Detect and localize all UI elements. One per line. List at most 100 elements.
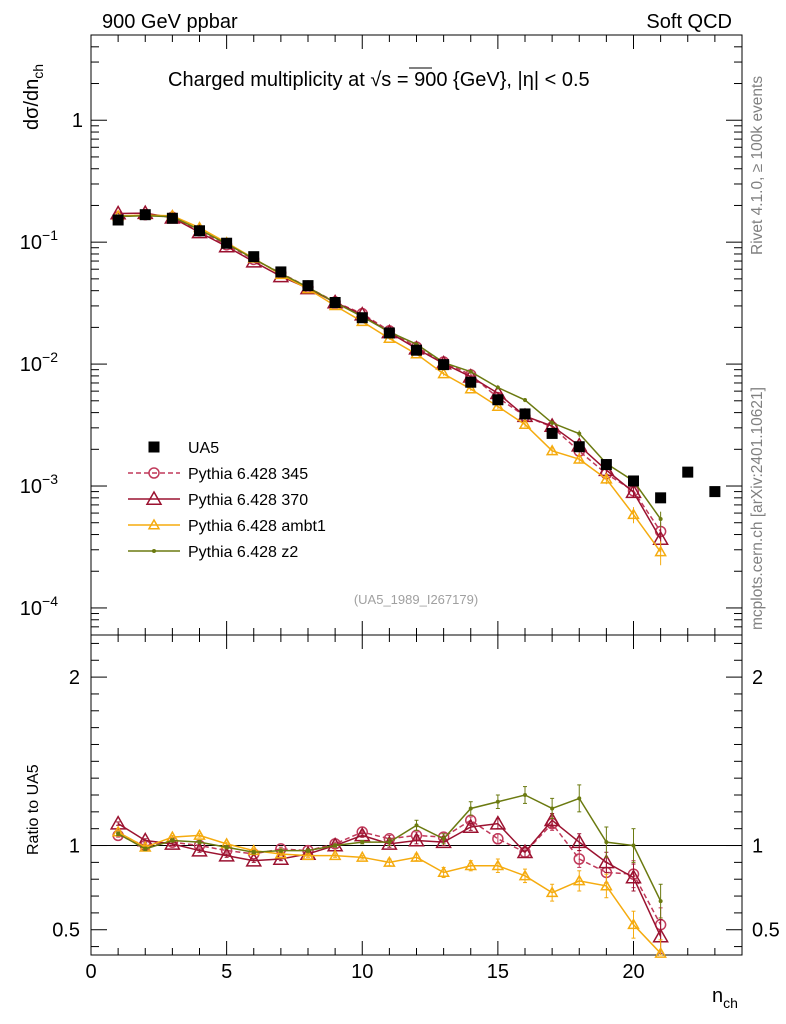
data-point: [383, 327, 395, 339]
ratio-point: [572, 874, 586, 886]
data-point: [248, 251, 260, 263]
series-point: [468, 369, 473, 374]
legend-marker: [148, 467, 160, 479]
y-tick-label: 10−1: [20, 227, 58, 254]
ratio-point: [197, 840, 202, 845]
ratio-point: [523, 793, 527, 797]
y-axis-label: dσ/dnch: [21, 64, 46, 130]
y-tick-label: 10−4: [20, 593, 58, 620]
legend-marker: [147, 518, 161, 530]
legend-marker: [145, 490, 163, 505]
data-point: [302, 280, 314, 292]
data-point: [628, 475, 639, 487]
ratio-tick-label-left: 2: [69, 667, 80, 689]
ratio-point: [143, 846, 148, 851]
chart-title: Charged multiplicity at √s = 900 {GeV}, …: [168, 69, 590, 91]
data-point: [275, 266, 287, 278]
data-point: [329, 296, 341, 308]
ratio-point: [577, 796, 582, 801]
ratio-point: [224, 845, 229, 850]
ratio-point: [464, 859, 478, 871]
x-tick-label: 15: [487, 961, 509, 983]
data-points: [112, 209, 721, 504]
series-point: [600, 472, 613, 484]
ratio-point: [492, 833, 504, 845]
x-tick-label: 0: [85, 961, 96, 983]
ratio-tick-label-right: 0.5: [752, 920, 780, 942]
ratio-point: [489, 815, 507, 830]
ratio-point: [278, 848, 283, 853]
mc-lines-main: [109, 204, 669, 566]
ratio-point: [627, 918, 640, 930]
legend-label: Pythia 6.428 345: [188, 466, 308, 483]
ratio-point: [306, 848, 310, 853]
header-right: Soft QCD: [646, 11, 732, 33]
legend-marker-ua5: [148, 441, 160, 453]
series-point: [625, 483, 642, 499]
ratio-tick-label-right: 2: [752, 667, 763, 689]
series-point: [464, 382, 478, 394]
ratio-point: [543, 811, 561, 827]
legend-label: Pythia 6.428 z2: [188, 544, 298, 561]
rivet-version-label: Rivet 4.1.0, ≥ 100k events: [749, 76, 766, 255]
x-axis-label: nch: [712, 985, 738, 1011]
ratio-point: [381, 835, 398, 850]
legend-marker: [152, 549, 156, 553]
ratio-point: [462, 818, 480, 833]
series-point: [495, 385, 500, 390]
ratio-point: [193, 828, 206, 840]
ratio-point: [274, 847, 288, 859]
ratio-tick-label-left: 1: [69, 836, 80, 858]
data-point: [573, 441, 585, 453]
chart-title-suffix: = 900 {GeV}, |η| < 0.5: [391, 69, 589, 91]
ratio-point: [410, 850, 423, 862]
ratio-point: [598, 853, 615, 869]
x-tick-label: 10: [351, 961, 373, 983]
data-point: [546, 427, 558, 439]
ratio-tick-label-left: 0.5: [52, 920, 80, 942]
ratio-point: [164, 835, 181, 850]
series-point: [627, 508, 640, 520]
ratio-point: [170, 838, 175, 843]
legend-label: Pythia 6.428 ambt1: [188, 518, 326, 535]
ratio-point: [414, 823, 419, 828]
data-point: [682, 466, 694, 478]
mcplots-label: mcplots.cern.ch [arXiv:2401.10621]: [749, 387, 766, 630]
ratio-point: [658, 899, 663, 904]
legend-label: Pythia 6.428 370: [188, 492, 308, 509]
series-point: [523, 398, 527, 403]
data-point: [709, 486, 721, 498]
ratio-point: [437, 865, 450, 877]
series-point: [658, 517, 663, 522]
series-point: [572, 452, 586, 464]
data-point: [166, 212, 178, 224]
chart-title-sqrt: √s: [370, 69, 391, 91]
x-tick-label: 5: [221, 961, 232, 983]
ratio-point: [495, 799, 500, 804]
ratio-point: [355, 850, 369, 862]
ratio-point: [191, 842, 208, 857]
chart-title-prefix: Charged multiplicity at: [168, 69, 370, 91]
series-line-main: [118, 213, 662, 532]
ratio-point: [631, 843, 636, 848]
ratio-point: [468, 806, 473, 811]
ratio-point: [654, 946, 667, 958]
data-point: [356, 312, 368, 324]
ratio-point: [360, 840, 365, 845]
data-point: [492, 394, 504, 406]
x-axis-label-sub: ch: [723, 995, 738, 1011]
series-line-ratio: [117, 819, 662, 926]
series-point: [437, 367, 450, 379]
data-point: [411, 344, 422, 356]
ratio-point: [333, 843, 338, 848]
data-point: [194, 225, 205, 237]
ratio-point: [435, 833, 452, 849]
data-point: [438, 359, 450, 371]
y-tick-label: 10−3: [20, 471, 58, 498]
axis-tick-labels: 0 5 10 15 20 10−4 10−3 10−2 10−1 1 0.5 0.5 1 1 2 2: [20, 110, 780, 983]
ratio-point: [550, 806, 555, 811]
ratio-point: [116, 831, 121, 836]
y-tick-label: 10−2: [20, 349, 58, 376]
y-axis-label-sub: ch: [30, 64, 46, 79]
ratio-point: [245, 852, 263, 867]
